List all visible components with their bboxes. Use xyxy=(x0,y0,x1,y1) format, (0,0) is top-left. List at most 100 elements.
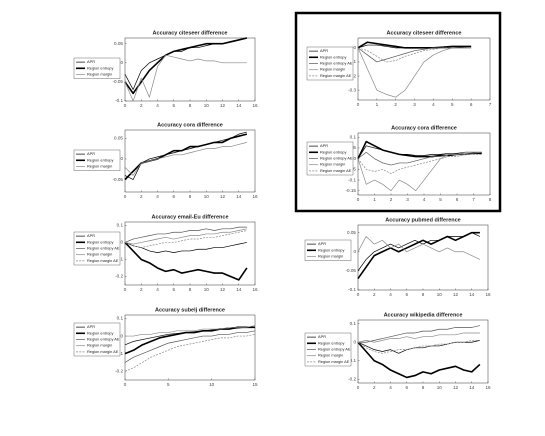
x-tick-label: 2 xyxy=(373,292,376,297)
legend-label: Region entropy xyxy=(87,157,113,162)
x-tick-label: 7 xyxy=(489,102,492,107)
legend-label: Region entropy AE xyxy=(318,347,351,352)
legend-label: Region entropy AE xyxy=(87,246,120,251)
series-line xyxy=(357,151,482,192)
x-tick-label: 2 xyxy=(390,197,393,202)
x-tick-label: 14 xyxy=(236,103,242,108)
x-tick-label: 6 xyxy=(405,385,408,390)
y-tick-label: -0.05 xyxy=(346,268,357,273)
x-tick-label: 5 xyxy=(439,197,442,202)
x-tick-label: 10 xyxy=(437,385,443,390)
y-tick-label: 0.1 xyxy=(117,316,124,321)
x-tick-label: 12 xyxy=(220,194,226,199)
legend-label: Region entropy xyxy=(320,149,346,154)
y-tick-label: -0.1 xyxy=(348,177,356,182)
x-tick-label: 16 xyxy=(252,103,258,108)
x-tick-label: 2 xyxy=(140,103,143,108)
x-tick-label: 8 xyxy=(422,292,425,297)
x-tick-label: 8 xyxy=(189,194,192,199)
x-tick-label: 0 xyxy=(124,287,127,292)
y-tick-label: 0 xyxy=(353,156,356,161)
legend-label: Region entropy xyxy=(87,330,113,335)
legend-label: Region entropy AE xyxy=(87,337,120,342)
series-line xyxy=(357,341,481,379)
series-line xyxy=(124,230,247,248)
series-line xyxy=(124,142,247,176)
series-line xyxy=(357,340,480,354)
plot-area xyxy=(124,129,256,193)
legend-label: Region margin AE xyxy=(318,359,350,364)
series-line xyxy=(124,131,247,180)
series-line xyxy=(124,228,247,245)
y-tick-label: -0.3 xyxy=(348,87,356,92)
legend-label: Region entropy xyxy=(87,65,113,70)
legend-label: APR xyxy=(87,151,95,156)
x-tick-label: 15 xyxy=(252,382,258,387)
x-tick-label: 14 xyxy=(469,385,475,390)
x-tick-label: 7 xyxy=(472,197,475,202)
x-tick-label: 8 xyxy=(489,197,492,202)
legend-label: Region margin xyxy=(87,252,112,257)
x-tick-label: 16 xyxy=(485,292,491,297)
legend-box xyxy=(73,57,121,79)
x-tick-label: 0 xyxy=(357,102,360,107)
x-tick-label: 12 xyxy=(453,292,459,297)
series-line xyxy=(124,226,247,243)
x-tick-label: 16 xyxy=(485,385,491,390)
legend-box xyxy=(306,141,354,176)
legend-label: Region entropy xyxy=(318,340,344,345)
x-tick-label: 12 xyxy=(453,385,459,390)
series-line xyxy=(357,41,472,49)
legend-label: APR xyxy=(87,324,95,329)
x-tick-label: 3 xyxy=(406,197,409,202)
y-tick-label: 0.1 xyxy=(117,223,124,228)
legend-label: Region margin AE xyxy=(87,349,119,354)
legend-label: Region entropy AE xyxy=(320,156,353,161)
series-line xyxy=(124,37,248,95)
legend-box xyxy=(73,149,121,171)
x-tick-label: 2 xyxy=(140,287,143,292)
chart-title: Accuracy citeseer difference xyxy=(387,30,462,36)
y-tick-label: -0.2 xyxy=(348,377,356,382)
y-tick-label: -0.1 xyxy=(348,358,356,363)
x-tick-label: 0 xyxy=(357,197,360,202)
x-tick-label: 10 xyxy=(204,287,210,292)
series-line xyxy=(357,154,482,174)
y-tick-label: -0.1 xyxy=(115,98,123,103)
x-tick-label: 6 xyxy=(470,102,473,107)
x-tick-label: 5 xyxy=(167,382,170,387)
y-tick-label: -0.15 xyxy=(346,188,357,193)
x-tick-label: 4 xyxy=(156,287,159,292)
x-tick-label: 8 xyxy=(189,287,192,292)
x-tick-label: 6 xyxy=(172,103,175,108)
series-line xyxy=(124,242,247,253)
legend-label: Region margin xyxy=(318,254,343,259)
series-line xyxy=(357,151,482,166)
legend-label: Region margin xyxy=(87,164,112,169)
x-tick-label: 4 xyxy=(432,102,435,107)
chart-title: Accuracy wikipedia difference xyxy=(384,312,463,318)
series-line xyxy=(357,340,480,354)
legend-box xyxy=(304,239,352,261)
x-tick-label: 4 xyxy=(423,197,426,202)
series-line xyxy=(357,47,472,63)
x-tick-label: 6 xyxy=(405,292,408,297)
y-tick-label: 0 xyxy=(120,333,123,338)
legend-label: Region margin xyxy=(87,72,112,77)
x-tick-label: 8 xyxy=(422,385,425,390)
x-tick-label: 8 xyxy=(189,103,192,108)
series-line xyxy=(357,145,482,159)
y-tick-label: 0 xyxy=(120,240,123,245)
legend-label: APR xyxy=(320,143,328,148)
x-tick-label: 14 xyxy=(236,194,242,199)
x-tick-label: 4 xyxy=(389,292,392,297)
legend-label: Region margin xyxy=(320,67,345,72)
chart-title: Accuracy cora difference xyxy=(157,122,223,128)
legend-label: APR xyxy=(318,241,326,246)
series-line xyxy=(357,231,480,279)
legend-label: APR xyxy=(318,334,326,339)
x-tick-label: 3 xyxy=(413,102,416,107)
series-line xyxy=(124,333,256,372)
x-tick-label: 10 xyxy=(204,194,210,199)
y-tick-label: 0.05 xyxy=(114,41,123,46)
